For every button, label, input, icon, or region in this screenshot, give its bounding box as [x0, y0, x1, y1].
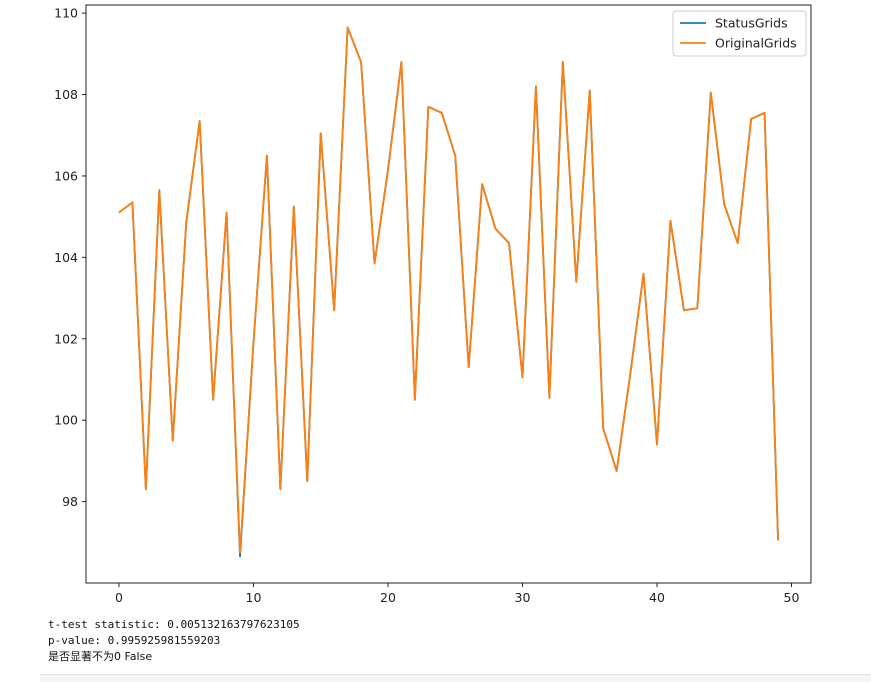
legend-label-statusgrids: StatusGrids [715, 16, 788, 31]
x-tick-label: 0 [115, 590, 123, 605]
y-tick-label: 102 [54, 331, 78, 346]
x-tick-label: 40 [649, 590, 665, 605]
significance-text: 是否显著不为0 False [48, 649, 300, 665]
series-line-originalgrids [119, 27, 778, 552]
x-tick-label: 50 [784, 590, 800, 605]
line-chart: 0 10 20 30 40 50 98 100 102 104 106 108 110 StatusGr… [0, 0, 871, 610]
series-line-statusgrids [119, 27, 778, 556]
x-tick-label: 20 [380, 590, 396, 605]
y-tick-label: 98 [62, 494, 78, 509]
t-test-statistic-text: t-test statistic: 0.005132163797623105 [48, 617, 300, 633]
y-tick-label: 100 [54, 413, 78, 428]
p-value-text: p-value: 0.995925981559203 [48, 633, 300, 649]
y-tick-label: 108 [54, 87, 78, 102]
x-tick-label: 10 [246, 590, 262, 605]
y-tick-label: 110 [54, 6, 78, 21]
legend-label-originalgrids: OriginalGrids [715, 36, 797, 51]
x-tick-label: 30 [515, 590, 531, 605]
legend: StatusGrids OriginalGrids [673, 11, 806, 56]
cell-output: t-test statistic: 0.005132163797623105 p… [48, 617, 300, 665]
plot-area [119, 27, 778, 556]
axes-frame [86, 5, 811, 583]
y-tick-label: 104 [54, 250, 78, 265]
y-tick-label: 106 [54, 168, 78, 183]
